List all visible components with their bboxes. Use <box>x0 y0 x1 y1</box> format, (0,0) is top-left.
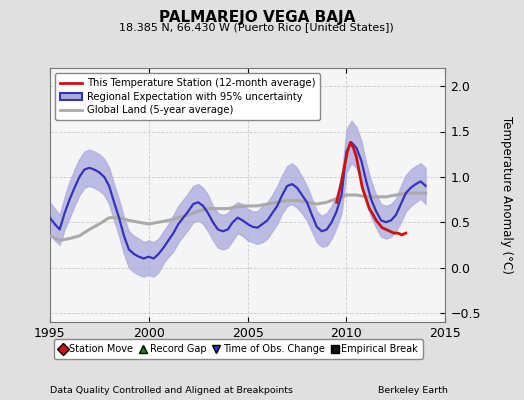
Text: Data Quality Controlled and Aligned at Breakpoints: Data Quality Controlled and Aligned at B… <box>50 386 293 395</box>
Text: 18.385 N, 66.430 W (Puerto Rico [United States]): 18.385 N, 66.430 W (Puerto Rico [United … <box>119 22 394 32</box>
Legend: This Temperature Station (12-month average), Regional Expectation with 95% uncer: This Temperature Station (12-month avera… <box>55 73 320 120</box>
Text: Berkeley Earth: Berkeley Earth <box>378 386 448 395</box>
Y-axis label: Temperature Anomaly (°C): Temperature Anomaly (°C) <box>500 116 513 274</box>
Text: PALMAREJO VEGA BAJA: PALMAREJO VEGA BAJA <box>159 10 355 25</box>
Legend: Station Move, Record Gap, Time of Obs. Change, Empirical Break: Station Move, Record Gap, Time of Obs. C… <box>54 340 423 359</box>
